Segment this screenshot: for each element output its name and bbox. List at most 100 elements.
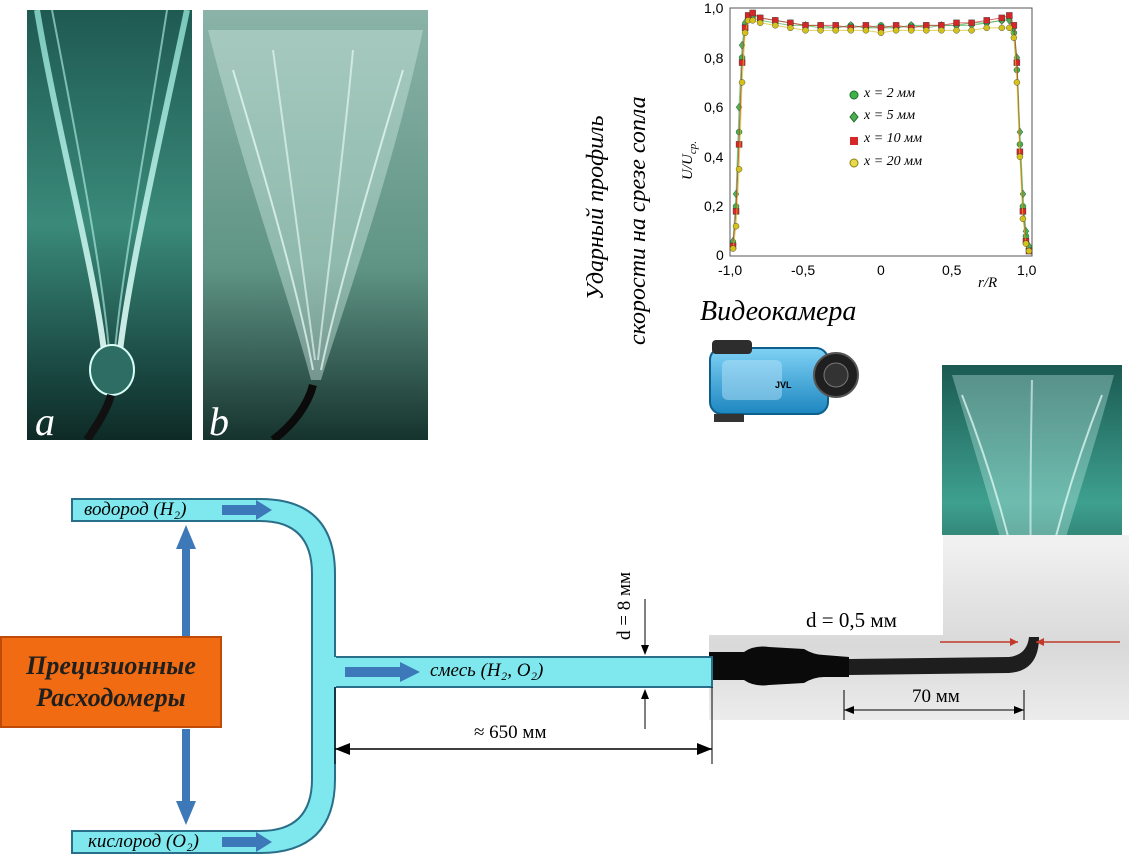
- oxygen-label: кислород (O₂): [88, 831, 199, 852]
- x-tick-m05: -0,5: [791, 262, 816, 278]
- data-point: [1010, 34, 1018, 41]
- data-point: [749, 9, 756, 17]
- data-point: [735, 141, 743, 148]
- nozzle-length-label: 70 мм: [912, 686, 960, 707]
- data-point: [1022, 240, 1030, 247]
- hydrogen-label: водород (H₂): [84, 499, 187, 520]
- y-tick-0: 0: [716, 247, 724, 263]
- data-point: [749, 17, 756, 24]
- data-point: [756, 19, 764, 27]
- data-point: [923, 27, 930, 34]
- pipe-length-label: ≈ 650 мм: [474, 722, 547, 743]
- data-point: [1025, 247, 1033, 255]
- arrow-meters-up: [176, 525, 196, 639]
- data-point: [847, 27, 855, 34]
- hydrogen-flow-arrow: [222, 500, 272, 520]
- y-axis-label: U/Uср.: [680, 141, 699, 180]
- data-point: [877, 29, 885, 36]
- svg-text:JVL: JVL: [775, 380, 792, 390]
- nozzle-diameter-label: d = 0,5 мм: [806, 608, 897, 632]
- legend-label-5mm: x = 5 мм: [864, 108, 916, 123]
- x-tick-0: 0: [877, 262, 885, 278]
- data-point: [862, 27, 870, 34]
- data-point: [832, 27, 839, 34]
- videocamera-icon: JVL: [709, 340, 859, 422]
- legend-markers: [849, 90, 859, 168]
- data-point: [1006, 12, 1013, 19]
- data-point: [953, 27, 960, 34]
- data-point: [983, 24, 990, 32]
- chart-legend: x = 2 мм x = 5 мм x = 10 мм x = 20 мм: [848, 86, 968, 176]
- camera-title: Видеокамера: [700, 296, 857, 327]
- nozzle-length-dimension: [843, 690, 1025, 720]
- legend-label-2mm: x = 2 мм: [864, 86, 916, 101]
- data-point: [738, 79, 746, 86]
- legend-label-10mm: x = 10 мм: [864, 131, 923, 146]
- data-point: [1019, 215, 1027, 223]
- data-point: [1016, 153, 1024, 161]
- flame-photo-a: a: [27, 9, 192, 444]
- profile-title-line2: скорости на срезе сопла: [625, 96, 651, 345]
- supply-pipe: [71, 498, 336, 854]
- y-axis-label-main: U/U: [680, 154, 696, 180]
- profile-title-line1: Ударный профиль: [583, 115, 609, 300]
- data-point: [729, 245, 737, 252]
- flame-photo-a-image: [27, 9, 192, 443]
- pipe-diameter-label: d = 8 мм: [614, 572, 636, 640]
- data-point: [817, 27, 824, 34]
- data-point: [732, 208, 740, 215]
- x-axis-label: r/R: [978, 275, 998, 291]
- pipe-diameter-text: d = 8 мм: [614, 571, 635, 640]
- plot-frame: [729, 7, 1033, 257]
- data-point: [892, 27, 900, 34]
- mixture-label: смесь (H₂, O₂): [430, 660, 544, 681]
- arrow-meters-down: [176, 729, 196, 825]
- y-tick-06: 0,6: [704, 99, 724, 115]
- meters-label-line2: Расходомеры: [36, 683, 186, 712]
- flame-photo-b-image: [203, 10, 428, 444]
- data-point: [732, 223, 740, 230]
- velocity-profile-plot: [729, 7, 1033, 257]
- oxygen-flow-arrow: [222, 832, 272, 852]
- nozzle-photo: [709, 535, 1129, 720]
- y-tick-1: 1,0: [704, 0, 724, 16]
- x-tick-m1: -1,0: [718, 262, 743, 278]
- data-point: [938, 27, 945, 34]
- photo-b-label: b: [209, 399, 229, 444]
- y-tick-04: 0,4: [704, 149, 724, 165]
- pipe-system: [71, 498, 713, 854]
- photo-a-label: a: [35, 399, 55, 444]
- legend-marker-20mm: [849, 158, 859, 168]
- data-point: [735, 165, 743, 173]
- data-point: [1006, 24, 1013, 32]
- nozzle-diameter-arrows: [940, 638, 1120, 646]
- data-point: [1013, 79, 1021, 86]
- legend-marker-2mm: [849, 90, 859, 100]
- data-point: [968, 19, 975, 27]
- data-point: [998, 24, 1005, 32]
- data-point: [998, 14, 1005, 22]
- data-point: [983, 17, 990, 24]
- legend-label-20mm: x = 20 мм: [864, 154, 923, 169]
- data-point: [1013, 59, 1021, 66]
- mixture-flow-arrow: [345, 662, 420, 682]
- flow-meters-box: Прецизионные Расходомеры: [0, 636, 222, 728]
- data-point: [738, 59, 746, 66]
- flame-photo-b: b: [203, 10, 428, 444]
- y-tick-08: 0,8: [704, 50, 724, 66]
- x-tick-1: 1,0: [1017, 262, 1037, 278]
- data-point: [953, 19, 960, 27]
- data-point: [787, 24, 794, 32]
- data-point: [741, 29, 749, 36]
- data-point: [802, 27, 809, 34]
- legend-marker-5mm: [849, 111, 859, 123]
- x-tick-05: 0,5: [942, 262, 962, 278]
- meters-label-line1: Прецизионные: [26, 651, 196, 680]
- data-point: [772, 22, 779, 29]
- pipe-junction: [314, 657, 336, 687]
- data-point: [907, 27, 915, 34]
- legend-marker-10mm: [850, 137, 858, 145]
- velocity-profile-chart: U/Uср. 1,0 0,8 0,6 0,4 0,2 0 -1,0 -0,5 0…: [670, 0, 1050, 300]
- y-tick-02: 0,2: [704, 198, 724, 214]
- y-axis-label-sub: ср.: [687, 141, 699, 155]
